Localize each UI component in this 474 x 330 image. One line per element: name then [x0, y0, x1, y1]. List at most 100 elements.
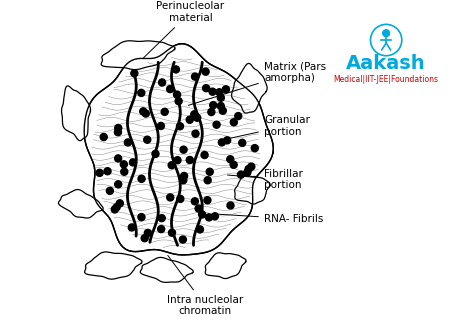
- Circle shape: [383, 30, 390, 37]
- Circle shape: [173, 66, 180, 73]
- Circle shape: [191, 73, 199, 80]
- Circle shape: [227, 156, 234, 163]
- Polygon shape: [101, 41, 175, 70]
- Circle shape: [167, 194, 174, 201]
- Circle shape: [237, 171, 245, 178]
- Circle shape: [245, 166, 252, 173]
- Circle shape: [175, 98, 182, 105]
- Polygon shape: [205, 253, 246, 279]
- Circle shape: [104, 168, 111, 175]
- Circle shape: [159, 79, 165, 86]
- Circle shape: [244, 169, 251, 176]
- Circle shape: [166, 85, 173, 93]
- Circle shape: [116, 200, 123, 207]
- Circle shape: [248, 163, 255, 170]
- Circle shape: [230, 119, 237, 126]
- Circle shape: [211, 213, 219, 220]
- Circle shape: [217, 103, 224, 110]
- Circle shape: [177, 195, 184, 202]
- Circle shape: [174, 157, 181, 164]
- Circle shape: [202, 68, 209, 75]
- Circle shape: [191, 111, 198, 118]
- Circle shape: [209, 88, 216, 95]
- Circle shape: [100, 134, 107, 141]
- Text: Matrix (Pars
amorpha): Matrix (Pars amorpha): [188, 61, 326, 105]
- Circle shape: [179, 236, 186, 243]
- Circle shape: [206, 214, 212, 221]
- Circle shape: [158, 225, 164, 233]
- Circle shape: [138, 89, 145, 96]
- Text: RNA- Fibrils: RNA- Fibrils: [218, 214, 323, 224]
- Circle shape: [194, 114, 201, 121]
- Text: Aakash: Aakash: [346, 53, 426, 73]
- Polygon shape: [140, 257, 193, 282]
- Circle shape: [196, 226, 203, 233]
- Circle shape: [115, 124, 122, 132]
- Circle shape: [210, 102, 217, 109]
- Circle shape: [219, 107, 226, 114]
- Circle shape: [121, 168, 128, 175]
- Circle shape: [168, 229, 175, 236]
- Circle shape: [230, 161, 237, 168]
- Circle shape: [168, 162, 175, 169]
- Circle shape: [181, 173, 188, 180]
- Text: Medical|IIT-JEE|Foundations: Medical|IIT-JEE|Foundations: [334, 75, 438, 84]
- Polygon shape: [58, 189, 103, 218]
- Circle shape: [138, 214, 145, 221]
- Circle shape: [195, 205, 202, 212]
- Circle shape: [129, 159, 137, 166]
- Circle shape: [176, 123, 183, 130]
- Text: Fibrillar
portion: Fibrillar portion: [228, 169, 303, 190]
- Polygon shape: [235, 175, 270, 204]
- Circle shape: [173, 91, 181, 98]
- Circle shape: [186, 116, 193, 123]
- Circle shape: [124, 139, 131, 146]
- Circle shape: [192, 130, 199, 137]
- Circle shape: [113, 204, 120, 211]
- Circle shape: [217, 94, 224, 101]
- Circle shape: [138, 175, 145, 182]
- Circle shape: [115, 155, 122, 162]
- Circle shape: [199, 211, 206, 218]
- Circle shape: [144, 136, 151, 143]
- Text: Intra nucleolar
chromatin: Intra nucleolar chromatin: [167, 255, 243, 316]
- Circle shape: [213, 121, 220, 128]
- Circle shape: [120, 161, 128, 168]
- Polygon shape: [62, 86, 91, 141]
- Circle shape: [128, 224, 136, 231]
- Circle shape: [161, 108, 168, 116]
- Polygon shape: [84, 44, 273, 255]
- Circle shape: [157, 122, 164, 129]
- Text: Perinucleolar
material: Perinucleolar material: [144, 1, 225, 58]
- Circle shape: [114, 129, 121, 136]
- Text: Granular
portion: Granular portion: [223, 115, 310, 140]
- Circle shape: [115, 181, 122, 188]
- Circle shape: [131, 70, 138, 77]
- Circle shape: [206, 168, 213, 175]
- Circle shape: [191, 198, 198, 205]
- Circle shape: [180, 146, 187, 153]
- Circle shape: [204, 197, 211, 204]
- Circle shape: [141, 235, 148, 242]
- Polygon shape: [84, 252, 142, 279]
- Circle shape: [186, 156, 193, 163]
- Circle shape: [235, 113, 242, 119]
- Circle shape: [227, 202, 234, 209]
- Circle shape: [224, 137, 231, 144]
- Circle shape: [202, 85, 210, 92]
- Circle shape: [251, 145, 258, 152]
- Circle shape: [96, 169, 103, 176]
- Circle shape: [140, 108, 147, 115]
- Circle shape: [158, 214, 165, 222]
- Circle shape: [152, 150, 159, 157]
- Circle shape: [180, 177, 187, 184]
- Circle shape: [145, 229, 151, 236]
- Circle shape: [142, 110, 149, 117]
- Circle shape: [204, 177, 211, 184]
- Circle shape: [222, 86, 229, 93]
- Circle shape: [239, 139, 246, 147]
- Circle shape: [208, 109, 215, 116]
- Circle shape: [111, 206, 118, 213]
- Circle shape: [216, 89, 223, 96]
- Circle shape: [106, 187, 113, 194]
